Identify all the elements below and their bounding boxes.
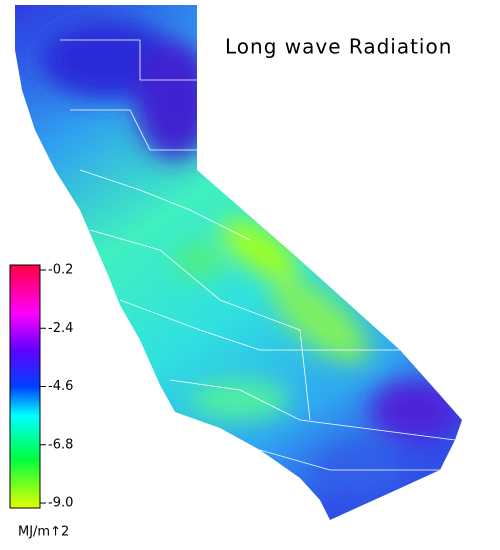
map-title: Long wave Radiation	[225, 35, 452, 59]
colorbar	[9, 264, 41, 509]
colorbar-tick-label: -6.8	[48, 437, 73, 452]
colorbar-tick-label: -4.6	[48, 379, 73, 394]
colorbar-gradient	[9, 264, 41, 509]
colorbar-tick-label: -0.2	[48, 263, 73, 278]
colorbar-tick-label: -2.4	[48, 321, 73, 336]
colorbar-unit: MJ/m↑2	[18, 525, 69, 540]
county-borders	[60, 39, 456, 471]
colorbar-tick-label: -9.0	[48, 496, 73, 511]
